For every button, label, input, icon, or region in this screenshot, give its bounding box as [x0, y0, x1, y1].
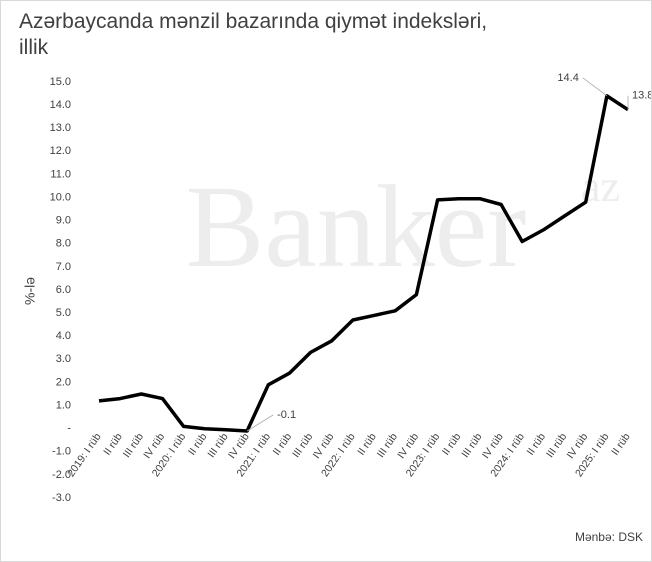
- chart-title: Azərbaycanda mənzil bazarında qiymət ind…: [19, 10, 488, 59]
- y-tick-label: 15.0: [50, 76, 71, 88]
- y-axis-label: %-lə: [22, 277, 38, 305]
- y-tick-label: 5.0: [56, 307, 71, 319]
- label-leader: [582, 77, 608, 97]
- y-tick-label: 13.0: [50, 122, 71, 134]
- y-tick-label: -2.0: [52, 469, 71, 481]
- y-tick-label: 9.0: [56, 215, 71, 227]
- data-label: 13.8: [632, 90, 651, 102]
- y-tick-label: 12.0: [50, 145, 71, 157]
- y-tick-label: 6.0: [56, 284, 71, 296]
- x-tick-label: II rüb: [609, 431, 633, 458]
- y-tick-label: 1.0: [56, 399, 71, 411]
- line-series: [98, 94, 629, 433]
- source: Mənbə: DSK: [575, 530, 643, 544]
- watermark-sup: az: [581, 162, 620, 211]
- y-tick-label: 14.0: [50, 99, 71, 111]
- data-label: 14.4: [557, 72, 578, 84]
- y-tick-label: 10.0: [50, 191, 71, 203]
- y-tick-label: -: [67, 423, 71, 435]
- y-tick-label: -3.0: [52, 492, 71, 504]
- y-tick-label: 7.0: [56, 261, 71, 273]
- y-tick-label: -1.0: [52, 446, 71, 458]
- y-tick-label: 3.0: [56, 353, 71, 365]
- watermark: Banker: [186, 161, 527, 292]
- y-tick-label: 2.0: [56, 376, 71, 388]
- y-tick-label: 4.0: [56, 330, 71, 342]
- y-tick-label: 11.0: [50, 168, 71, 180]
- y-tick-label: 8.0: [56, 238, 71, 250]
- data-label: -0.1: [277, 409, 296, 421]
- label-leader: [246, 414, 274, 432]
